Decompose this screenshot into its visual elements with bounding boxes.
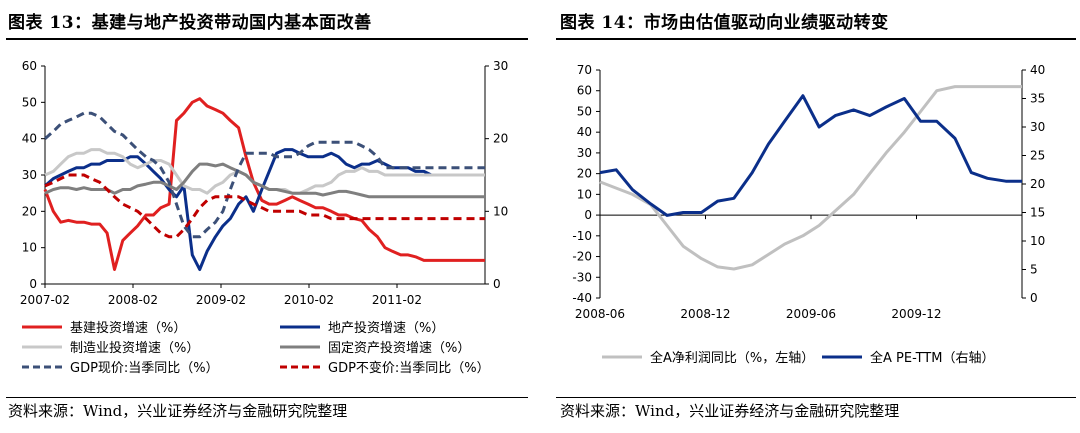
figure-13-title: 图表 13：基建与地产投资带动国内基本面改善 xyxy=(8,13,372,33)
figure-13-title-rule xyxy=(6,38,528,40)
fig13-right-tick-label: 30 xyxy=(493,59,508,73)
fig14-left-tick-label: 30 xyxy=(577,146,592,160)
fig14-legend-label-0: 全A净利润同比（%，左轴） xyxy=(650,350,814,366)
figure-14-title: 图表 14：市场由估值驱动向业绩驱动转变 xyxy=(560,13,889,33)
fig13-series-line-1 xyxy=(44,148,485,271)
fig13-x-tick-label: 2010-02 xyxy=(284,293,334,307)
fig14-left-tick-label: 20 xyxy=(577,167,592,181)
fig14-legend-label-1: 全A PE-TTM（右轴） xyxy=(870,350,994,366)
fig14-x-tick-label: 2009-12 xyxy=(891,307,941,321)
fig13-series-line-3 xyxy=(44,162,485,199)
fig14-x-tick-label: 2008-06 xyxy=(575,307,625,321)
fig14-left-tick-label: -40 xyxy=(572,291,592,305)
fig13-series-line-5 xyxy=(44,173,485,239)
fig13-left-tick-label: 50 xyxy=(22,95,37,109)
figure-14-chart: -40 -30 -20 -10 0 10 20 30 40 50 60 70 0 5 10 15 20 25 30 3… xyxy=(572,63,1045,366)
fig13-legend-label-3: 固定资产投资增速（%） xyxy=(328,340,470,356)
fig14-right-tick-label: 25 xyxy=(1030,149,1045,163)
figure-13-panel: 图表 13：基建与地产投资带动国内基本面改善 0 10 20 30 40 50 60 0 10 2… xyxy=(0,0,530,433)
fig13-right-tick-label: 10 xyxy=(493,204,508,218)
fig13-left-tick-label: 40 xyxy=(22,132,37,146)
fig14-right-tick-label: 10 xyxy=(1030,234,1045,248)
fig14-left-tick-label: 10 xyxy=(577,187,592,201)
fig14-x-tick-label: 2009-06 xyxy=(786,307,836,321)
fig14-right-tick-label: 5 xyxy=(1030,263,1038,277)
fig13-x-tick-label: 2008-02 xyxy=(108,293,158,307)
fig13-legend-label-2: 制造业投资增速（%） xyxy=(70,340,199,356)
figure-14-panel: 图表 14：市场由估值驱动向业绩驱动转变 -40 -30 -20 -10 0 10 20 30… xyxy=(552,0,1080,433)
fig14-series-line-0 xyxy=(599,85,1022,271)
fig13-x-tick-label: 2011-02 xyxy=(372,293,422,307)
fig14-right-tick-label: 40 xyxy=(1030,63,1045,77)
fig13-x-tick-label: 2009-02 xyxy=(196,293,246,307)
fig14-right-tick-label: 15 xyxy=(1030,206,1045,220)
fig14-right-tick-label: 0 xyxy=(1030,291,1038,305)
fig14-left-tick-label: 60 xyxy=(577,84,592,98)
fig14-left-tick-label: 0 xyxy=(584,208,592,222)
fig13-left-tick-label: 60 xyxy=(22,59,37,73)
fig14-left-tick-label: -30 xyxy=(572,270,592,284)
fig13-left-tick-label: 20 xyxy=(22,204,37,218)
fig13-series-line-4 xyxy=(44,111,485,239)
figure-14-source: 资料来源：Wind，兴业证券经济与金融研究院整理 xyxy=(560,402,900,420)
figure-14-title-rule xyxy=(556,38,1076,40)
fig13-series-line-0 xyxy=(43,97,485,271)
fig14-left-tick-label: -10 xyxy=(572,229,592,243)
fig13-legend-label-0: 基建投资增速（%） xyxy=(70,320,186,336)
fig14-left-tick-label: 70 xyxy=(577,63,592,77)
fig14-left-tick-label: 40 xyxy=(577,125,592,139)
fig14-left-tick-label: 50 xyxy=(577,104,592,118)
fig14-x-tick-label: 2008-12 xyxy=(680,307,730,321)
fig13-x-tick-label: 2007-02 xyxy=(20,293,70,307)
fig13-legend-label-1: 地产投资增速（%） xyxy=(328,320,444,336)
figure-13-source: 资料来源：Wind，兴业证券经济与金融研究院整理 xyxy=(8,402,348,420)
figure-13-chart: 0 10 20 30 40 50 60 0 10 20 30 2007-02 2008-02 2009-0… xyxy=(20,59,508,376)
fig14-series-line-1 xyxy=(599,94,1022,217)
fig13-legend-label-5: GDP不变价:当季同比（%） xyxy=(328,360,490,376)
fig14-right-tick-label: 35 xyxy=(1030,92,1045,106)
fig13-right-tick-label: 0 xyxy=(493,277,501,291)
fig14-right-tick-label: 30 xyxy=(1030,120,1045,134)
fig13-left-tick-label: 10 xyxy=(22,241,37,255)
fig13-left-tick-label: 0 xyxy=(29,277,37,291)
fig14-right-tick-label: 20 xyxy=(1030,177,1045,191)
fig14-left-tick-label: -20 xyxy=(572,250,592,264)
fig13-legend-label-4: GDP现价:当季同比（%） xyxy=(70,361,219,376)
figure-14-source-rule xyxy=(556,397,1076,398)
fig13-left-tick-label: 30 xyxy=(22,168,37,182)
figure-13-source-rule xyxy=(6,397,528,398)
fig13-right-tick-label: 20 xyxy=(493,132,508,146)
